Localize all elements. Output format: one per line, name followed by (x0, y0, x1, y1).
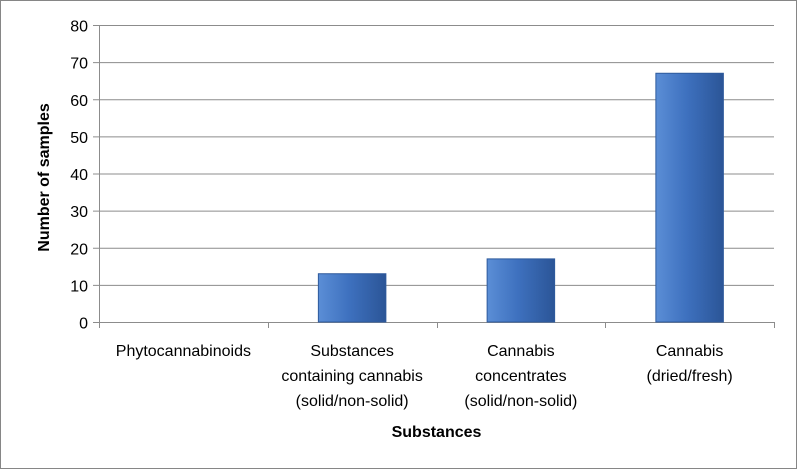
x-category-label: Cannabis concentrates (solid/non-solid) (464, 343, 577, 410)
x-category-label: Substances containing cannabis (solid/non-… (281, 343, 422, 410)
y-tick-label: 0 (79, 316, 88, 333)
y-tick-label: 50 (70, 130, 88, 147)
x-category-label: Cannabis (dried/fresh) (647, 343, 733, 385)
gridlines (99, 25, 774, 286)
y-tick-labels: 0 10 20 30 40 50 60 70 80 (70, 19, 88, 333)
y-tick-label: 70 (70, 56, 88, 73)
bar (655, 72, 724, 323)
y-tick-label: 30 (70, 204, 88, 221)
bar (317, 273, 387, 323)
y-axis-title: Number of samples (36, 103, 53, 252)
y-tick-label: 10 (70, 278, 88, 295)
x-category-label: Phytocannabinoids (116, 343, 251, 360)
x-category-labels: Phytocannabinoids Substances containing ca… (116, 343, 733, 410)
y-tick-label: 80 (70, 19, 88, 36)
y-tick-label: 40 (70, 167, 88, 184)
y-tick-label: 20 (70, 241, 88, 258)
y-tick-label: 60 (70, 93, 88, 110)
bars (317, 72, 724, 323)
bar (486, 258, 556, 323)
x-axis-title: Substances (392, 424, 482, 441)
